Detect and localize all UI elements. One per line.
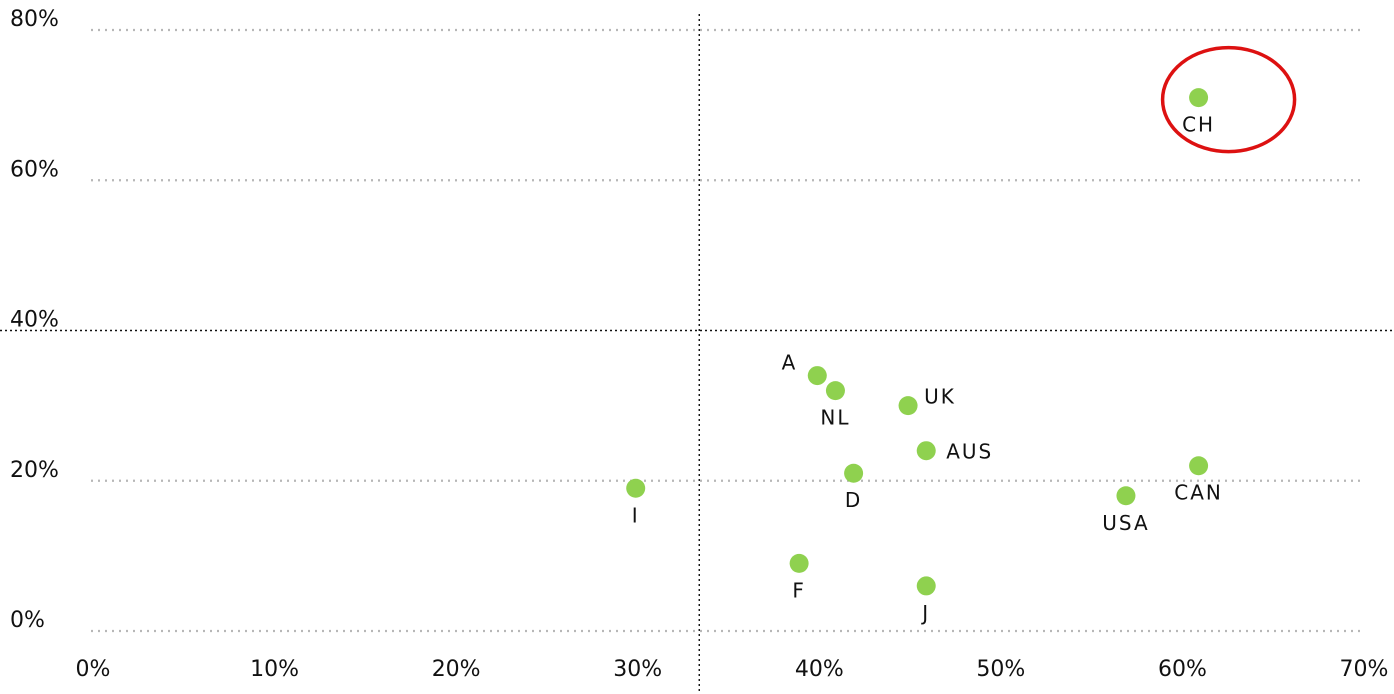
- data-point-label: UK: [924, 385, 956, 409]
- data-point: [916, 441, 936, 461]
- data-point-label: USA: [1102, 511, 1149, 535]
- data-point: [825, 381, 845, 401]
- x-tick-label: 0%: [76, 657, 111, 682]
- x-tick-label: 30%: [613, 657, 662, 682]
- data-point: [1189, 456, 1209, 476]
- data-point-label: F: [792, 578, 806, 602]
- y-tick-label: 20%: [10, 458, 59, 483]
- x-tick-label: 60%: [1158, 657, 1207, 682]
- data-point: [626, 478, 646, 498]
- x-tick-label: 40%: [795, 657, 844, 682]
- y-tick-label: 0%: [10, 608, 45, 633]
- data-point: [898, 396, 918, 416]
- x-tick-label: 50%: [976, 657, 1025, 682]
- data-point: [916, 576, 936, 596]
- x-tick-label: 70%: [1340, 657, 1389, 682]
- x-tick-label: 10%: [250, 657, 299, 682]
- divider-layer: [0, 14, 1394, 694]
- grid-layer: [91, 28, 1362, 633]
- data-point: [844, 463, 864, 483]
- data-point-label: NL: [820, 406, 850, 430]
- y-tick-label: 80%: [10, 7, 59, 32]
- data-point-label: J: [920, 601, 930, 625]
- highlight-layer: [1160, 45, 1297, 154]
- data-point: [1189, 88, 1209, 108]
- data-point-label: CAN: [1174, 481, 1223, 505]
- data-point-label: I: [632, 503, 640, 527]
- data-point-label: AUS: [946, 440, 993, 464]
- data-point-label: A: [782, 351, 798, 375]
- point-layer: [626, 88, 1209, 596]
- highlight-ellipse: [1160, 45, 1297, 154]
- y-tick-label: 60%: [10, 157, 59, 182]
- data-point-label: CH: [1182, 113, 1215, 137]
- y-tick-label: 40%: [10, 308, 59, 333]
- axis-label-layer: 0% 20% 40% 60% 80% 0% 10% 20% 30% 40% 50% 60% 70%: [10, 7, 1388, 682]
- x-tick-label: 20%: [432, 657, 481, 682]
- point-label-layer: CH A NL UK AUS D CAN USA I F J: [632, 113, 1223, 625]
- data-point-label: D: [845, 488, 862, 512]
- data-point: [807, 366, 827, 386]
- data-point: [1116, 486, 1136, 506]
- data-point: [789, 553, 809, 573]
